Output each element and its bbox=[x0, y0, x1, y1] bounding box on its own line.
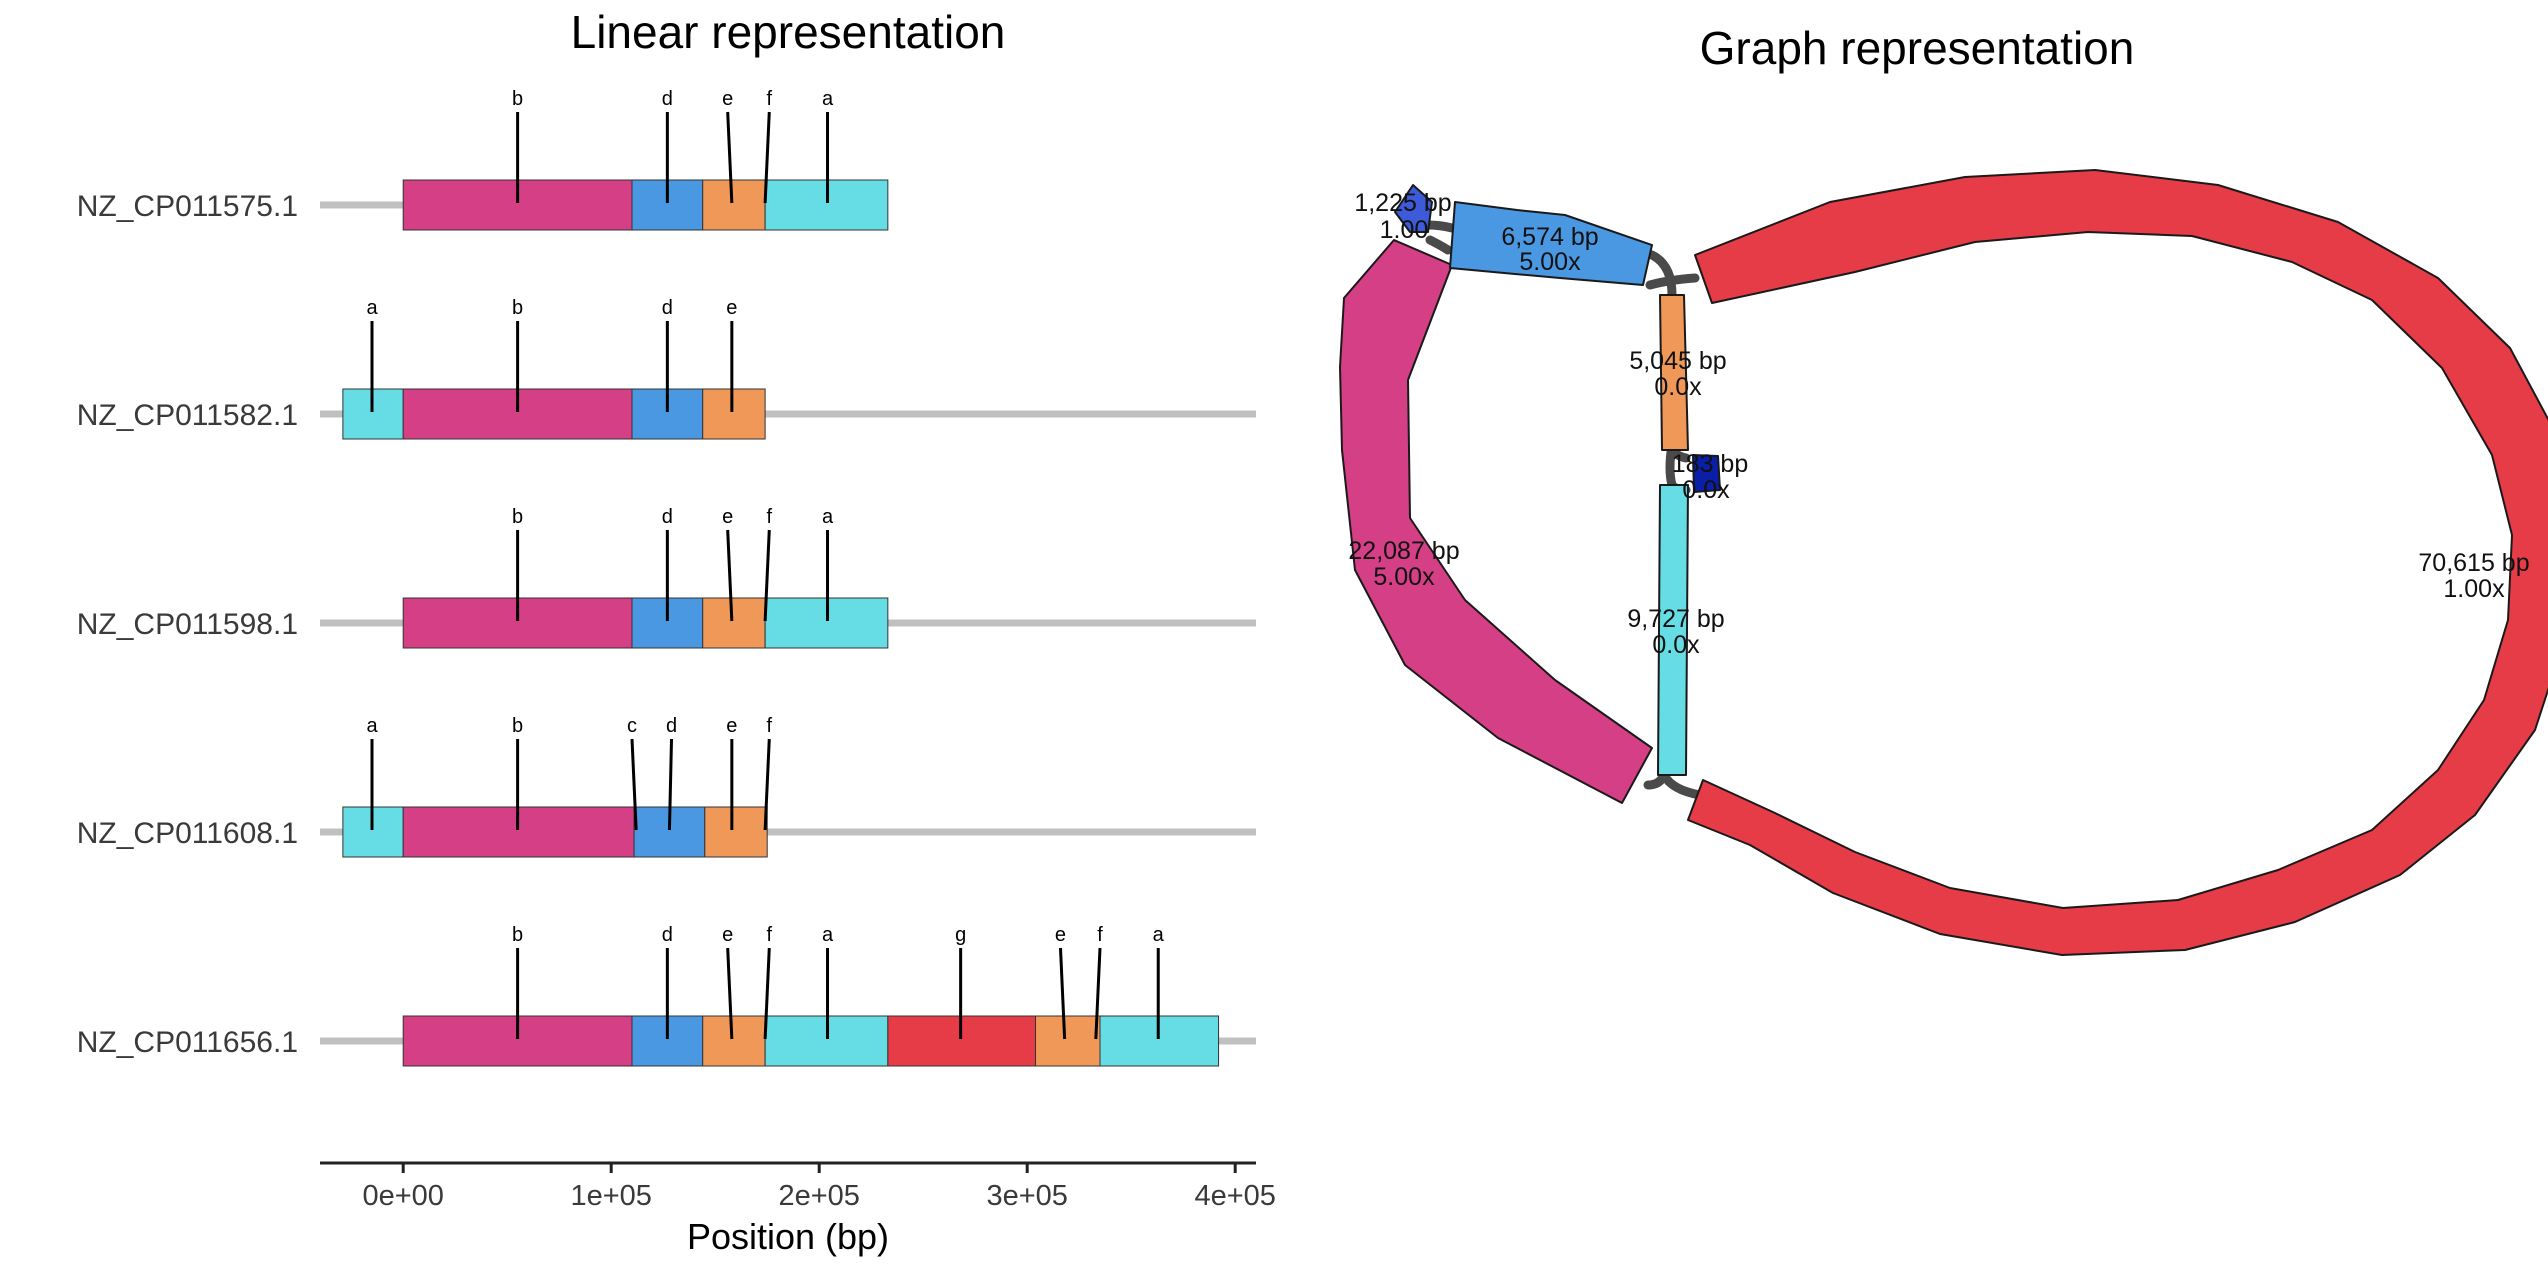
graph-node-small-navy bbox=[1692, 454, 1721, 493]
genome-row-label: NZ_CP011656.1 bbox=[77, 1026, 298, 1059]
gene-marker-label: e bbox=[1055, 924, 1066, 946]
gene-marker-stem bbox=[763, 529, 771, 622]
gene-marker-stem bbox=[1094, 947, 1102, 1040]
edge-blue-orange bbox=[1647, 250, 1677, 300]
gene-marker-label: a bbox=[822, 88, 834, 110]
genome-rows: NZ_CP011575.1b d e f aNZ_CP011582.1a b d eNZ_CP… bbox=[77, 88, 1256, 1067]
genome-row-label: NZ_CP011582.1 bbox=[77, 399, 298, 432]
node-label-depth-cyan: 0.0x bbox=[1652, 631, 1700, 659]
x-tick-label: 0e+00 bbox=[362, 1180, 443, 1212]
linear-panel-title: Linear representation bbox=[571, 6, 1006, 58]
gene-marker-label: d bbox=[666, 715, 677, 737]
x-tick-label: 1e+05 bbox=[570, 1180, 651, 1212]
x-axis-title: Position (bp) bbox=[687, 1216, 889, 1257]
gene-marker-label: a bbox=[822, 924, 834, 946]
node-label-depth-magenta: 5.00x bbox=[1373, 563, 1435, 591]
gene-marker-label: e bbox=[726, 715, 737, 737]
node-label-length-blue: 6,574 bp bbox=[1501, 223, 1598, 251]
node-label-depth-red: 1.00x bbox=[2443, 575, 2505, 603]
gene-marker-label: f bbox=[766, 715, 772, 737]
x-ticks: 0e+00 1e+05 2e+05 3e+05 4e+05 bbox=[362, 1163, 1276, 1212]
graph-panel: Graph representation 70,615 bp 1. bbox=[1339, 22, 2548, 956]
genome-row-label: NZ_CP011575.1 bbox=[77, 190, 298, 223]
node-label-length-orange: 5,045 bp bbox=[1629, 347, 1726, 375]
gene-marker-label: f bbox=[766, 88, 772, 110]
gene-marker-label: d bbox=[662, 924, 673, 946]
edge-indigo-blue bbox=[1423, 220, 1457, 233]
node-label-depth-orange: 0.0x bbox=[1654, 373, 1702, 401]
genome-segment-orange bbox=[702, 388, 766, 440]
genome-segment-orange bbox=[702, 179, 766, 231]
gene-marker-label: e bbox=[726, 297, 737, 319]
genome-segment-orange bbox=[702, 597, 766, 649]
node-label-length-red: 70,615 bp bbox=[2418, 549, 2529, 577]
gene-marker-label: a bbox=[822, 506, 834, 528]
node-label-depth-blue: 5.00x bbox=[1519, 248, 1581, 276]
gene-marker-stem bbox=[667, 738, 674, 831]
x-tick-label: 4e+05 bbox=[1194, 1180, 1275, 1212]
gene-marker-label: f bbox=[1097, 924, 1103, 946]
gene-marker-label: a bbox=[366, 715, 378, 737]
node-label-depth-small-navy: 0.0x bbox=[1682, 476, 1730, 504]
gene-marker-label: f bbox=[766, 924, 772, 946]
graph-nodes bbox=[1339, 169, 2548, 956]
gene-marker-label: g bbox=[955, 924, 966, 946]
gene-marker-label: e bbox=[722, 506, 733, 528]
gene-marker-label: d bbox=[662, 88, 673, 110]
graph-node-red bbox=[1687, 169, 2548, 956]
graph-node-small-indigo bbox=[1394, 184, 1433, 233]
genome-row: NZ_CP011598.1 b d e f a bbox=[77, 506, 1256, 649]
gene-marker-label: c bbox=[627, 715, 637, 737]
node-label-length-cyan: 9,727 bp bbox=[1627, 605, 1724, 633]
x-axis: 0e+00 1e+05 2e+05 3e+05 4e+05 Position (bp) bbox=[320, 1161, 1276, 1257]
genome-row-label: NZ_CP011608.1 bbox=[77, 817, 298, 850]
genome-row: NZ_CP011575.1 b d e f a bbox=[77, 88, 889, 231]
x-tick-label: 3e+05 bbox=[986, 1180, 1067, 1212]
gene-marker-label: a bbox=[366, 297, 378, 319]
node-label-depth-small-indigo: 1.00 bbox=[1380, 216, 1429, 244]
graph-node-cyan bbox=[1657, 484, 1689, 776]
graph-node-magenta bbox=[1339, 239, 1653, 804]
node-label-length-small-indigo: 1,225 bp bbox=[1354, 189, 1451, 217]
gene-marker-label: e bbox=[722, 88, 733, 110]
gene-marker-label: b bbox=[512, 506, 523, 528]
gene-marker-stem bbox=[726, 111, 734, 204]
gene-marker-stem bbox=[726, 529, 734, 622]
gene-marker-label: b bbox=[512, 715, 523, 737]
node-label-length-small-navy: 183 bp bbox=[1672, 450, 1748, 478]
genome-row-label: NZ_CP011598.1 bbox=[77, 608, 298, 641]
genome-segment-orange bbox=[704, 806, 768, 858]
gene-marker-stem bbox=[726, 947, 734, 1040]
genome-row: NZ_CP011582.1 a b d e bbox=[77, 297, 1256, 440]
gene-marker-stem bbox=[1058, 947, 1067, 1040]
gene-marker-stem bbox=[763, 947, 771, 1040]
genome-row: NZ_CP011656.1 b d e f a g e f a bbox=[77, 924, 1256, 1067]
gene-marker-label: b bbox=[512, 88, 523, 110]
graph-node-orange bbox=[1659, 294, 1689, 451]
gene-marker-label: a bbox=[1153, 924, 1165, 946]
graph-panel-title: Graph representation bbox=[1700, 22, 2135, 74]
linear-panel: Linear representation NZ_CP011575.1b d e f a… bbox=[77, 6, 1276, 1257]
graph-node-blue bbox=[1449, 201, 1653, 286]
genome-segment-orange bbox=[702, 1015, 766, 1067]
x-tick-label: 2e+05 bbox=[778, 1180, 859, 1212]
edge-cyan-red bbox=[1659, 770, 1705, 800]
gene-marker-stem bbox=[763, 738, 771, 831]
gene-marker-label: b bbox=[512, 297, 523, 319]
genome-segment-orange bbox=[1035, 1015, 1101, 1067]
gene-marker-label: d bbox=[662, 506, 673, 528]
gene-marker-label: d bbox=[662, 297, 673, 319]
gene-marker-label: b bbox=[512, 924, 523, 946]
gene-marker-stem bbox=[630, 738, 638, 831]
gene-marker-label: e bbox=[722, 924, 733, 946]
gene-marker-label: f bbox=[766, 506, 772, 528]
graph-node-labels: 70,615 bp 1.00x 22,087 bp 5.00x 9,727 bp… bbox=[1348, 189, 2529, 659]
gene-marker-stem bbox=[763, 111, 771, 204]
edge-indigo-magenta bbox=[1425, 235, 1453, 255]
node-label-length-magenta: 22,087 bp bbox=[1348, 537, 1459, 565]
genome-row: NZ_CP011608.1 a b c d e f bbox=[77, 715, 1256, 858]
